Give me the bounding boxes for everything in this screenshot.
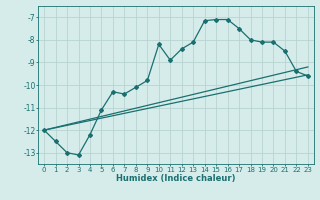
X-axis label: Humidex (Indice chaleur): Humidex (Indice chaleur) [116,174,236,183]
